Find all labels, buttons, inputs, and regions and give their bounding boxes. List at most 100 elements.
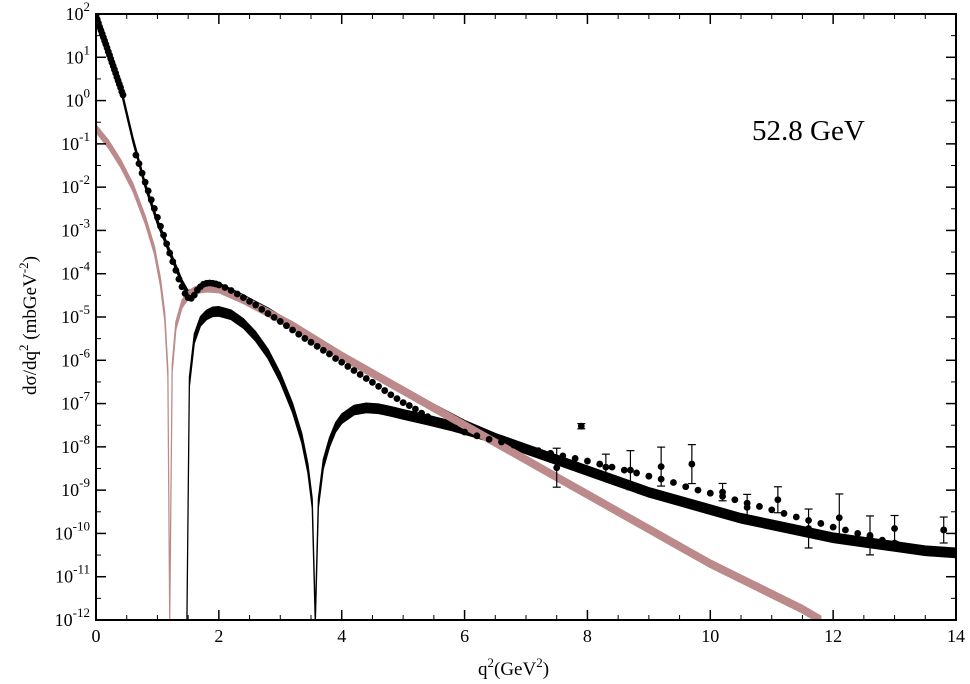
data-point bbox=[451, 424, 459, 432]
data-point bbox=[756, 503, 763, 510]
y-tick-label: 10-11 bbox=[55, 562, 90, 587]
data-point-with-error bbox=[553, 464, 561, 472]
x-tick-label: 14 bbox=[947, 626, 965, 646]
data-point bbox=[178, 283, 186, 291]
data-point bbox=[135, 160, 143, 167]
data-point bbox=[399, 399, 407, 407]
data-point bbox=[442, 421, 450, 429]
data-point bbox=[682, 483, 690, 491]
data-point-with-error bbox=[627, 466, 634, 474]
data-point bbox=[596, 460, 604, 468]
data-point bbox=[215, 281, 223, 289]
x-tick-label: 10 bbox=[701, 626, 719, 646]
data-point bbox=[258, 305, 266, 313]
data-point bbox=[283, 322, 290, 330]
data-point bbox=[418, 409, 425, 417]
data-point bbox=[915, 546, 923, 554]
data-point bbox=[878, 536, 886, 544]
data-point bbox=[154, 213, 161, 221]
x-tick-label: 4 bbox=[337, 626, 346, 646]
data-point bbox=[731, 496, 739, 504]
data-point bbox=[498, 438, 505, 446]
data-point bbox=[780, 510, 788, 517]
data-point bbox=[393, 395, 401, 403]
black-interference-band bbox=[186, 306, 956, 620]
data-point bbox=[768, 506, 776, 514]
data-point bbox=[510, 441, 518, 449]
data-point bbox=[584, 457, 591, 465]
data-point bbox=[166, 249, 174, 257]
data-point-with-error bbox=[866, 532, 874, 539]
data-point bbox=[332, 355, 339, 362]
data-point bbox=[119, 91, 127, 99]
data-point bbox=[344, 363, 352, 370]
data-point bbox=[817, 520, 825, 527]
data-point-with-error bbox=[577, 422, 585, 430]
data-point bbox=[461, 428, 468, 436]
y-axis-title-part2: (mbGeV bbox=[20, 273, 41, 345]
y-axis-title: dσ/dq2 (mbGeV-2) bbox=[16, 256, 41, 395]
data-point bbox=[362, 375, 370, 382]
y-axis-title-part1: dσ/dq bbox=[20, 350, 41, 395]
data-point bbox=[144, 187, 152, 195]
y-tick-label: 10-10 bbox=[55, 518, 90, 543]
data-point bbox=[375, 382, 382, 390]
y-tick-label: 10-4 bbox=[61, 259, 90, 284]
x-axis-title-close: ) bbox=[543, 659, 549, 680]
y-tick-label: 10-9 bbox=[61, 475, 90, 500]
data-point bbox=[264, 310, 272, 317]
data-point-with-error bbox=[835, 514, 843, 522]
x-axis-title-sup2: 2 bbox=[536, 655, 543, 670]
data-point bbox=[412, 405, 419, 413]
data-point-with-error bbox=[657, 463, 665, 470]
y-tick-label: 10-6 bbox=[61, 345, 90, 370]
data-point bbox=[842, 526, 849, 534]
fit-bands bbox=[96, 14, 956, 620]
data-point bbox=[534, 447, 542, 454]
tick-labels: 0 2 4 6 8 10 12 14 102 101 100 10-1 10-2 10-3 10-4 10-5… bbox=[55, 0, 965, 646]
data-point bbox=[246, 297, 253, 305]
data-point bbox=[172, 266, 180, 274]
data-point bbox=[157, 222, 164, 230]
y-tick-label: 10-1 bbox=[61, 129, 90, 154]
y-tick-label: 10-3 bbox=[61, 215, 90, 240]
data-point bbox=[295, 330, 303, 338]
y-axis-title-sup2: -2 bbox=[16, 262, 31, 273]
data-point bbox=[132, 151, 140, 159]
data-point bbox=[301, 335, 309, 342]
data-point bbox=[175, 275, 183, 283]
data-point bbox=[633, 469, 640, 477]
x-axis-title-sup: 2 bbox=[488, 655, 495, 670]
data-point bbox=[485, 435, 493, 443]
y-tick-label: 10-7 bbox=[61, 389, 90, 414]
x-tick-label: 8 bbox=[583, 626, 592, 646]
data-point bbox=[307, 338, 315, 346]
x-tick-label: 12 bbox=[824, 626, 842, 646]
data-point bbox=[522, 444, 530, 452]
data-point bbox=[356, 371, 364, 378]
data-point bbox=[252, 301, 260, 309]
data-point bbox=[473, 432, 481, 440]
data-point-with-error bbox=[891, 525, 898, 532]
data-point bbox=[903, 543, 911, 550]
data-point bbox=[150, 205, 158, 212]
y-tick-label: 100 bbox=[66, 86, 91, 111]
y-axis-title-sup1: 2 bbox=[16, 344, 31, 351]
x-axis-title: q2(GeV2) bbox=[478, 655, 549, 680]
y-tick-label: 101 bbox=[66, 42, 91, 67]
data-point bbox=[141, 178, 149, 186]
data-point bbox=[138, 169, 146, 177]
data-point-with-error bbox=[940, 526, 948, 534]
data-point bbox=[313, 342, 321, 350]
data-point bbox=[670, 479, 677, 486]
y-tick-label: 10-12 bbox=[55, 605, 90, 630]
data-point bbox=[289, 326, 296, 334]
x-tick-label: 2 bbox=[214, 626, 223, 646]
data-point bbox=[270, 313, 278, 321]
data-point bbox=[405, 402, 413, 409]
data-point bbox=[369, 378, 376, 386]
y-tick-label: 102 bbox=[66, 0, 91, 24]
data-point bbox=[424, 413, 432, 421]
data-point bbox=[620, 466, 628, 474]
y-tick-label: 10-8 bbox=[61, 432, 90, 457]
